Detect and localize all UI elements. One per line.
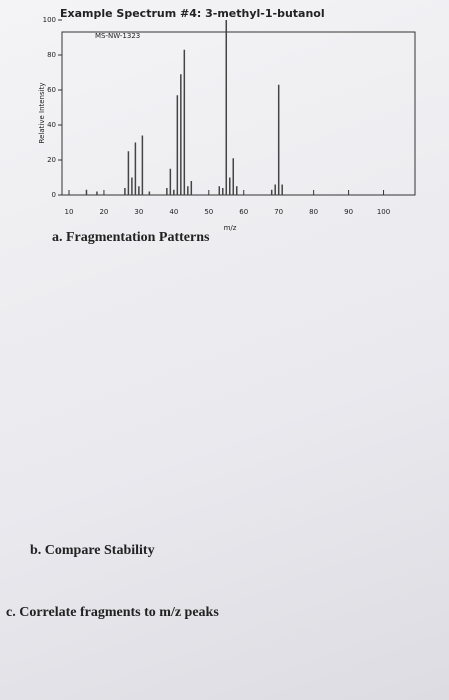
x-tick-label: 90 — [344, 208, 353, 216]
peak — [187, 186, 189, 195]
y-tick-label: 0 — [52, 191, 56, 199]
peak — [229, 177, 231, 195]
peak — [166, 188, 168, 195]
x-tick-label: 30 — [134, 208, 143, 216]
peak — [274, 184, 276, 195]
x-tick-label: 40 — [169, 208, 178, 216]
question: c. Correlate fragments to m/z peaks — [6, 605, 219, 620]
plot-frame — [61, 31, 416, 196]
y-axis-label: Relative Intensity — [38, 83, 46, 144]
peak — [148, 191, 151, 195]
y-tick-label: 80 — [47, 51, 56, 59]
peak — [236, 186, 238, 195]
x-tick-label: 60 — [239, 208, 248, 216]
peak — [176, 95, 179, 195]
question: a. Fragmentation Patterns — [52, 230, 210, 245]
peak — [180, 74, 182, 195]
x-tick-label: 50 — [204, 208, 213, 216]
peak — [96, 191, 98, 195]
peak — [277, 84, 280, 195]
x-tick-label: 10 — [65, 208, 74, 216]
peak — [85, 189, 88, 195]
peak — [183, 49, 186, 195]
peak — [169, 168, 172, 195]
peak — [173, 189, 175, 195]
peak — [124, 188, 126, 195]
peak — [138, 186, 140, 195]
spectrum-title: Example Spectrum #4: 3-methyl-1-butanol — [60, 7, 325, 20]
y-tick-label: 20 — [47, 156, 56, 164]
peak — [218, 186, 221, 195]
peak — [281, 184, 283, 195]
peak — [127, 151, 130, 195]
y-tick-label: 60 — [47, 86, 56, 94]
peak — [134, 142, 137, 195]
question: b. Compare Stability — [30, 543, 155, 558]
y-tick-label: 100 — [43, 16, 56, 24]
peak — [131, 177, 133, 195]
peak — [222, 188, 224, 195]
x-tick-label: 70 — [274, 208, 283, 216]
peak — [225, 20, 228, 195]
x-axis-label: m/z — [224, 224, 237, 232]
peak — [190, 181, 193, 195]
x-tick-label: 80 — [309, 208, 318, 216]
x-tick-label: 20 — [99, 208, 108, 216]
spectrum-code: MS-NW-1323 — [95, 32, 140, 40]
peak — [270, 189, 273, 195]
peak — [141, 135, 144, 195]
x-tick-label: 100 — [377, 208, 390, 216]
y-tick-label: 40 — [47, 121, 56, 129]
peak — [232, 158, 235, 195]
